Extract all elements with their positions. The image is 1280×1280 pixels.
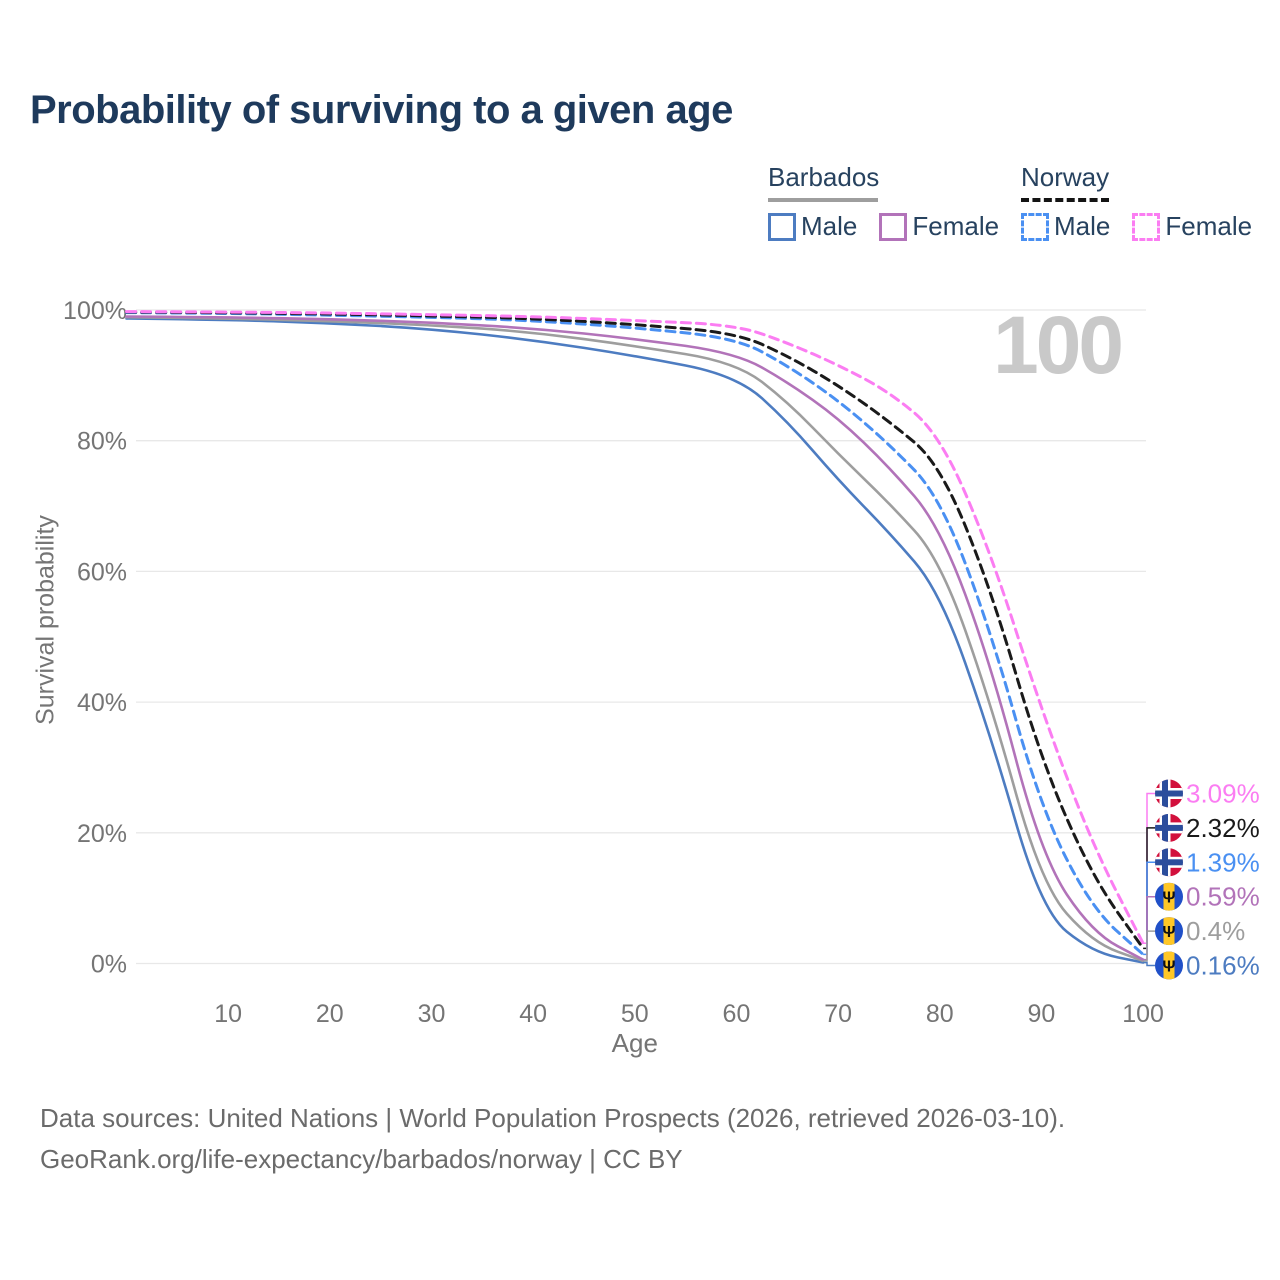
legend-underline-barbados bbox=[768, 198, 878, 202]
end-connector-barbados-female bbox=[1143, 895, 1155, 961]
footer: Data sources: United Nations | World Pop… bbox=[40, 1098, 1065, 1180]
x-tick-80: 80 bbox=[926, 1000, 954, 1028]
end-connector-norway-male bbox=[1143, 861, 1155, 956]
end-label-group-barbados-female: Ψ 0.59% bbox=[1155, 882, 1260, 912]
end-label-group-barbados-male: Ψ 0.16% bbox=[1155, 951, 1260, 981]
legend-item-norway-male[interactable]: Male bbox=[1021, 211, 1110, 242]
curve-barbados-female[interactable] bbox=[125, 315, 1145, 961]
legend-label-barbados-female: Female bbox=[912, 211, 1000, 241]
x-tick-10: 10 bbox=[214, 1000, 242, 1028]
legend-item-barbados-male[interactable]: Male bbox=[768, 211, 857, 242]
norway-flag-icon bbox=[1155, 813, 1183, 842]
y-tick-60%: 60% bbox=[77, 558, 127, 586]
end-label-group-norway-female: 3.09% bbox=[1155, 779, 1260, 809]
x-axis-title: Age bbox=[612, 1028, 658, 1058]
y-tick-80%: 80% bbox=[77, 428, 127, 456]
end-label-norway-female: 3.09% bbox=[1186, 779, 1260, 809]
curve-barbados-both[interactable] bbox=[125, 315, 1145, 963]
svg-text:Ψ: Ψ bbox=[1163, 959, 1176, 976]
barbados-flag-icon: Ψ bbox=[1155, 917, 1183, 946]
x-tick-60: 60 bbox=[723, 1000, 751, 1028]
end-label-barbados-male: 0.16% bbox=[1186, 951, 1260, 981]
legend-label-norway-female: Female bbox=[1165, 211, 1253, 241]
norway-flag-icon bbox=[1155, 848, 1183, 877]
age-watermark: 100 bbox=[993, 300, 1121, 391]
end-label-barbados-female: 0.59% bbox=[1186, 882, 1260, 912]
end-label-group-norway-both: 2.32% bbox=[1155, 813, 1260, 843]
x-tick-90: 90 bbox=[1028, 1000, 1056, 1028]
norway-flag-icon bbox=[1155, 779, 1183, 808]
end-connector-barbados-male bbox=[1143, 961, 1155, 967]
legend-item-norway-female[interactable]: Female bbox=[1132, 211, 1252, 242]
curve-norway-female[interactable] bbox=[125, 310, 1145, 945]
legend-label-norway-male: Male bbox=[1054, 211, 1111, 241]
curve-norway-male[interactable] bbox=[125, 311, 1145, 956]
end-label-group-barbados-both: Ψ 0.4% bbox=[1155, 916, 1245, 946]
svg-text:Ψ: Ψ bbox=[1163, 924, 1176, 941]
legend-swatch-barbados-female bbox=[879, 212, 908, 241]
end-label-norway-male: 1.39% bbox=[1186, 847, 1260, 877]
legend-label-barbados-male: Male bbox=[801, 211, 858, 241]
x-tick-50: 50 bbox=[621, 1000, 649, 1028]
end-connector-norway-both bbox=[1143, 827, 1155, 950]
legend-item-barbados-female[interactable]: Female bbox=[879, 211, 999, 242]
legend-swatch-norway-female bbox=[1132, 212, 1161, 241]
legend-swatch-barbados-male bbox=[768, 212, 796, 241]
y-tick-100%: 100% bbox=[63, 297, 127, 325]
barbados-flag-icon: Ψ bbox=[1155, 882, 1183, 911]
y-tick-40%: 40% bbox=[77, 689, 127, 717]
curve-barbados-male[interactable] bbox=[125, 317, 1145, 964]
end-connector-norway-female bbox=[1143, 792, 1155, 945]
legend-country-norway[interactable]: Norway bbox=[1021, 162, 1110, 192]
x-tick-70: 70 bbox=[824, 1000, 852, 1028]
legend-group-barbados: Barbados Male Female bbox=[768, 162, 999, 242]
y-tick-0%: 0% bbox=[91, 951, 127, 979]
svg-text:Ψ: Ψ bbox=[1163, 890, 1176, 907]
barbados-flag-icon: Ψ bbox=[1155, 951, 1183, 980]
end-label-barbados-both: 0.4% bbox=[1186, 916, 1245, 946]
legend-underline-norway bbox=[1021, 198, 1109, 202]
legend-country-barbados[interactable]: Barbados bbox=[768, 162, 880, 192]
x-tick-20: 20 bbox=[316, 1000, 344, 1028]
legend-group-norway: Norway Male Female bbox=[1021, 162, 1252, 242]
legend-swatch-norway-male bbox=[1021, 212, 1049, 241]
footer-data-sources: Data sources: United Nations | World Pop… bbox=[40, 1103, 1066, 1133]
x-tick-30: 30 bbox=[418, 1000, 446, 1028]
end-connector-barbados-both bbox=[1143, 930, 1155, 962]
footer-attribution: GeoRank.org/life-expectancy/barbados/nor… bbox=[40, 1144, 683, 1174]
y-tick-20%: 20% bbox=[77, 820, 127, 848]
x-tick-40: 40 bbox=[519, 1000, 547, 1028]
curve-norway-both[interactable] bbox=[125, 310, 1145, 950]
page-title: Probability of surviving to a given age bbox=[30, 88, 733, 132]
end-label-norway-both: 2.32% bbox=[1186, 813, 1260, 843]
end-label-group-norway-male: 1.39% bbox=[1155, 847, 1260, 877]
x-tick-100: 100 bbox=[1122, 1000, 1164, 1028]
